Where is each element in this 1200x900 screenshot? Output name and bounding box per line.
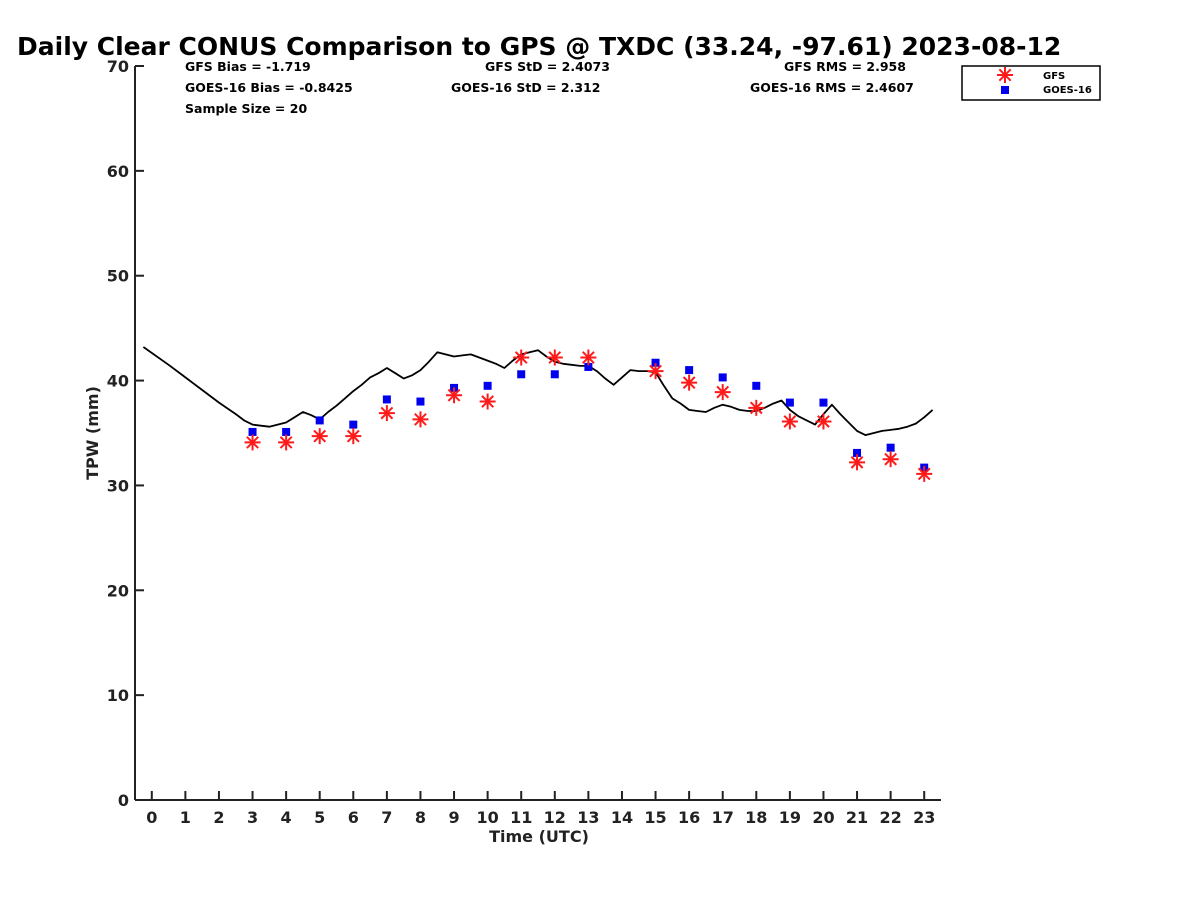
legend-goes16-marker <box>1001 86 1009 94</box>
gfs-point <box>412 411 429 428</box>
gfs-point <box>244 434 261 451</box>
x-tick-label: 14 <box>611 808 633 827</box>
goes16-point <box>685 366 694 375</box>
gfs-series <box>244 349 933 482</box>
x-tick-label: 22 <box>879 808 901 827</box>
gfs-point <box>311 428 328 445</box>
x-tick-label: 8 <box>415 808 426 827</box>
stat-goes-std: GOES-16 StD = 2.312 <box>451 80 600 95</box>
legend-gfs-asterisk <box>997 67 1013 83</box>
x-tick-label: 15 <box>644 808 666 827</box>
x-axis-label: Time (UTC) <box>489 827 589 846</box>
x-tick-label: 20 <box>812 808 834 827</box>
goes16-point <box>853 448 862 457</box>
y-tick-label: 10 <box>107 686 129 705</box>
gfs-point <box>882 451 899 468</box>
y-tick-label: 0 <box>118 791 129 810</box>
gfs-point <box>647 363 664 380</box>
y-tick-label: 40 <box>107 372 129 391</box>
goes16-point <box>718 373 727 382</box>
goes16-point <box>651 358 660 367</box>
x-tick-label: 7 <box>381 808 392 827</box>
stat-sample-size: Sample Size = 20 <box>185 101 307 116</box>
gfs-point <box>916 465 933 482</box>
goes16-point <box>349 420 358 429</box>
gfs-point <box>378 405 395 422</box>
y-tick-label: 30 <box>107 476 129 495</box>
goes16-point <box>785 398 794 407</box>
legend-gfs-label: GFS <box>1043 71 1065 82</box>
x-tick-label: 11 <box>510 808 532 827</box>
goes16-point <box>282 427 291 436</box>
gfs-point <box>278 434 295 451</box>
goes16-point <box>752 381 761 390</box>
goes16-point <box>315 416 324 425</box>
chart-title: Daily Clear CONUS Comparison to GPS @ TX… <box>17 32 1061 61</box>
gfs-point <box>748 399 765 416</box>
x-tick-label: 19 <box>779 808 801 827</box>
goes16-point <box>819 398 828 407</box>
x-tick-label: 21 <box>846 808 868 827</box>
stat-gfs-bias: GFS Bias = -1.719 <box>185 59 311 74</box>
y-tick-label: 20 <box>107 581 129 600</box>
x-tick-label: 10 <box>476 808 498 827</box>
x-tick-label: 2 <box>213 808 224 827</box>
x-tick-label: 23 <box>913 808 935 827</box>
x-tick-label: 12 <box>544 808 566 827</box>
stat-gfs-std: GFS StD = 2.4073 <box>485 59 610 74</box>
goes16-series <box>248 358 929 472</box>
x-tick-label: 9 <box>448 808 459 827</box>
gfs-point <box>479 393 496 410</box>
x-tick-label: 17 <box>712 808 734 827</box>
goes16-point <box>517 370 526 379</box>
goes16-point <box>550 370 559 379</box>
legend-gfs-marker <box>997 67 1013 83</box>
goes16-point <box>382 395 391 404</box>
gfs-point <box>681 374 698 391</box>
x-tick-label: 3 <box>247 808 258 827</box>
gfs-point <box>345 428 362 445</box>
stat-gfs-rms: GFS RMS = 2.958 <box>784 59 906 74</box>
gps-line <box>142 346 934 437</box>
stat-goes-rms: GOES-16 RMS = 2.4607 <box>750 80 914 95</box>
gfs-point <box>580 349 597 366</box>
gfs-point <box>781 413 798 430</box>
gfs-point <box>446 387 463 404</box>
goes16-point <box>483 381 492 390</box>
x-tick-label: 0 <box>146 808 157 827</box>
legend-box <box>961 65 1101 101</box>
x-tick-label: 18 <box>745 808 767 827</box>
y-tick-label: 70 <box>107 57 129 76</box>
goes16-point <box>886 443 895 452</box>
goes16-point <box>248 427 257 436</box>
gfs-point <box>546 349 563 366</box>
x-tick-label: 6 <box>348 808 359 827</box>
stat-goes-bias: GOES-16 Bias = -0.8425 <box>185 80 353 95</box>
x-tick-label: 1 <box>180 808 191 827</box>
goes16-point <box>584 362 593 371</box>
legend: GFS GOES-16 <box>961 65 1101 101</box>
x-tick-label: 4 <box>281 808 292 827</box>
stats-block: GFS Bias = -1.719 GOES-16 Bias = -0.8425… <box>185 59 914 116</box>
gfs-point <box>714 384 731 401</box>
x-tick-label: 16 <box>678 808 700 827</box>
goes16-point <box>416 397 425 406</box>
x-tick-label: 5 <box>314 808 325 827</box>
gfs-point <box>849 454 866 471</box>
gfs-point <box>513 349 530 366</box>
y-tick-label: 60 <box>107 162 129 181</box>
gfs-point <box>815 413 832 430</box>
y-axis-label: TPW (mm) <box>83 386 102 480</box>
x-tick-label: 13 <box>577 808 599 827</box>
y-tick-label: 50 <box>107 267 129 286</box>
gps-series <box>142 346 934 437</box>
legend-goes16-label: GOES-16 <box>1043 85 1092 96</box>
